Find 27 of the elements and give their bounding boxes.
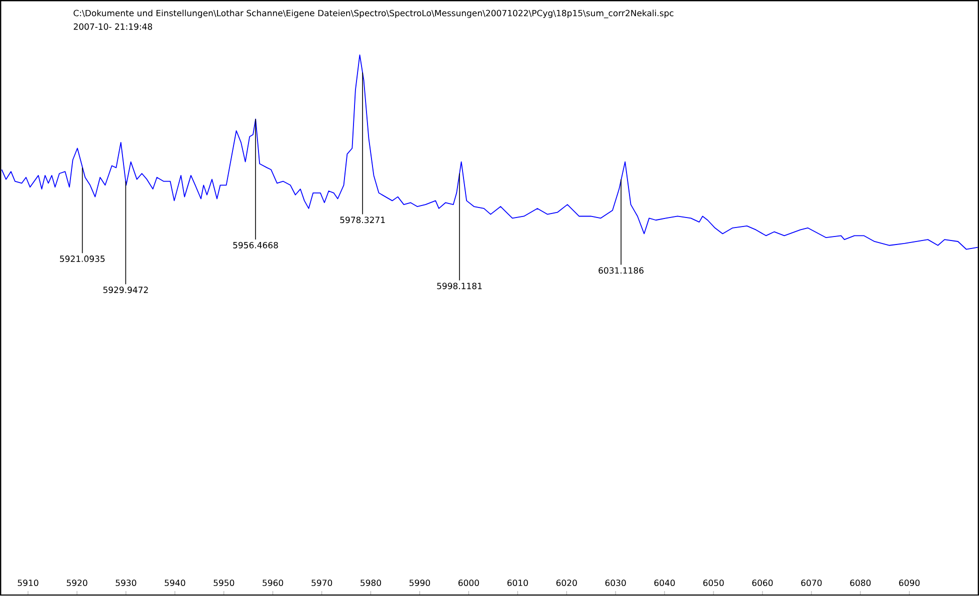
annotation: 5978.3271 (340, 216, 385, 224)
x-tick-label: 6070 (801, 580, 822, 586)
x-tick-label: 6080 (850, 580, 871, 586)
annotation: 5956.4668 (233, 242, 278, 249)
x-tick-label: 5930 (116, 580, 136, 586)
annotation: 5998.1181 (437, 282, 482, 290)
x-tick-label: 6090 (899, 580, 920, 586)
x-tick-label: 5970 (312, 580, 332, 586)
x-tick-label: 5960 (262, 580, 284, 586)
x-tick-label: 5940 (164, 580, 186, 586)
x-tick-label: 5920 (66, 580, 88, 586)
x-tick-label: 5980 (360, 580, 382, 586)
x-tick-label: 6010 (507, 580, 528, 586)
x-tick-label: 5910 (18, 580, 38, 586)
x-tick-label: 6030 (605, 580, 626, 586)
chart-title: C:\Dokumente und Einstellungen\Lothar Schanne\Eigene Dateien\Spectro\SpectroLo\Messungen\20071022\PCyg\18p15\sum_corr2Nekali.spc (74, 10, 674, 18)
x-tick-label: 5990 (410, 580, 430, 586)
annotation: 5929.9472 (103, 286, 148, 294)
annotation: 5921.0935 (60, 256, 105, 262)
x-tick-label: 6020 (556, 580, 577, 586)
x-tick-label: 6040 (654, 580, 675, 586)
x-tick-label: 6050 (703, 580, 724, 586)
annotation: 6031.1186 (598, 267, 644, 274)
x-tick-label: 6000 (458, 580, 479, 586)
x-tick-label: 5950 (214, 580, 234, 586)
chart-subtitle: 2007-10- 21:19:48 (74, 24, 152, 30)
x-tick-label: 6060 (752, 580, 773, 586)
